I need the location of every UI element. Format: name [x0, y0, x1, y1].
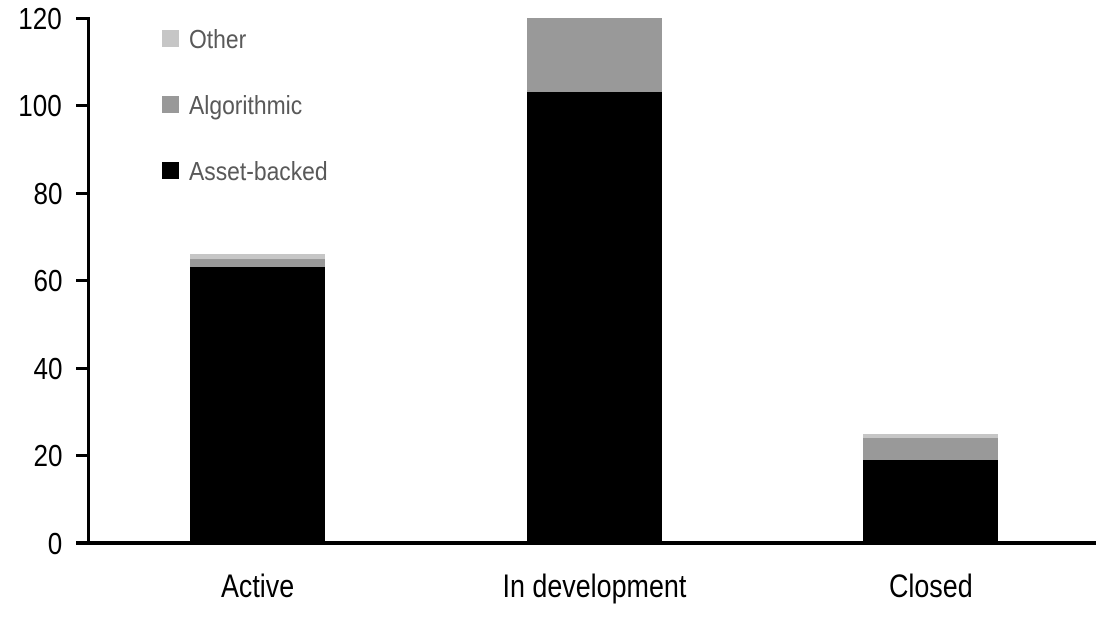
y-tick-label: 20 — [0, 440, 62, 471]
y-tick-40 — [76, 366, 89, 370]
y-tick-100 — [76, 104, 89, 107]
legend-item-asset-backed: Asset-backed — [162, 157, 347, 184]
y-tick-label-text: 100 — [18, 88, 62, 123]
bar-segment-closed-asset-backed — [863, 459, 998, 543]
legend-label: Asset-backed — [189, 155, 328, 186]
bar-segment-active-other — [190, 254, 325, 259]
y-tick-label-text: 120 — [18, 0, 62, 36]
y-tick-label: 100 — [0, 90, 62, 121]
y-tick-label-text: 0 — [47, 525, 62, 561]
y-tick-label-text: 80 — [33, 175, 62, 211]
bar-segment-active-algorithmic — [190, 258, 325, 268]
y-tick-0 — [76, 541, 89, 545]
y-tick-label-text: 20 — [33, 438, 62, 473]
y-tick-60 — [76, 279, 89, 282]
x-category-label: In development — [445, 570, 745, 602]
x-category-label-text: Closed — [888, 568, 973, 604]
bar-segment-in-development-algorithmic — [527, 18, 662, 93]
legend-swatch-icon — [162, 96, 179, 113]
y-tick-20 — [76, 454, 89, 457]
legend-swatch-icon — [162, 30, 179, 47]
y-tick-label-text: 40 — [33, 350, 62, 386]
bar-segment-closed-other — [863, 433, 998, 438]
y-tick-120 — [76, 16, 89, 20]
x-category-label: Closed — [781, 570, 1081, 602]
legend-label: Algorithmic — [189, 89, 303, 120]
legend: Other Algorithmic Asset-backed — [162, 25, 347, 184]
bar-segment-closed-algorithmic — [863, 438, 998, 460]
x-category-label: Active — [108, 570, 408, 602]
y-tick-label: 120 — [0, 3, 62, 34]
y-tick-80 — [76, 191, 89, 195]
y-tick-label-text: 60 — [33, 263, 62, 298]
legend-item-other: Other — [162, 25, 347, 52]
y-tick-label: 80 — [0, 178, 62, 209]
y-tick-label: 60 — [0, 265, 62, 296]
y-tick-label: 40 — [0, 353, 62, 384]
y-tick-label: 0 — [0, 528, 62, 559]
legend-label: Other — [189, 23, 247, 54]
bar-segment-active-asset-backed — [190, 267, 325, 543]
legend-swatch-icon — [162, 162, 179, 179]
bar-segment-in-development-asset-backed — [527, 92, 662, 543]
x-category-label-text: Active — [220, 568, 295, 604]
x-category-label-text: In development — [502, 568, 687, 604]
x-axis-line — [76, 541, 1096, 545]
legend-item-algorithmic: Algorithmic — [162, 91, 347, 118]
